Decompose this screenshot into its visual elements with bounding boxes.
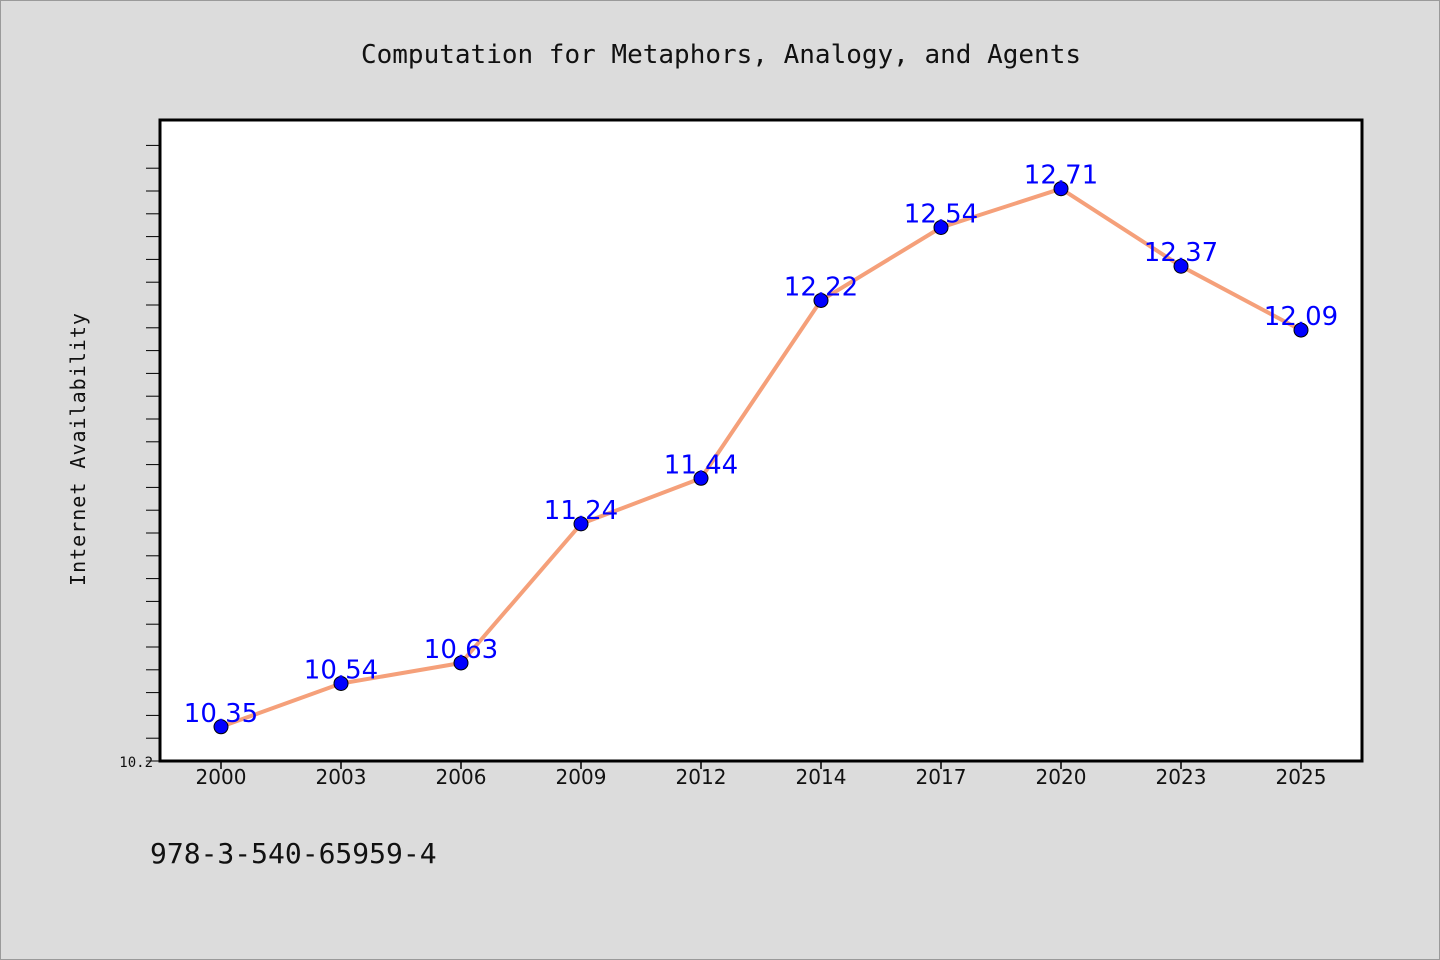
data-label: 10.54 xyxy=(304,655,378,685)
y-axis-label: Internet Availability xyxy=(66,312,90,586)
data-label: 12.54 xyxy=(904,199,978,229)
plot-area xyxy=(158,118,1364,763)
data-point-marker xyxy=(333,675,349,691)
x-tick-label: 2000 xyxy=(196,765,247,789)
data-point-marker xyxy=(1053,181,1069,197)
data-point-marker xyxy=(813,292,829,308)
footnote-isbn: 978-3-540-65959-4 xyxy=(150,837,437,870)
x-tick-label: 2020 xyxy=(1036,765,1087,789)
data-point-marker xyxy=(1173,258,1189,274)
x-tick-label: 2014 xyxy=(796,765,847,789)
data-point-marker xyxy=(933,219,949,235)
y-minor-ticks xyxy=(146,144,160,762)
data-label: 12.22 xyxy=(784,272,858,302)
x-tick-label: 2006 xyxy=(436,765,487,789)
x-tick-label: 2012 xyxy=(676,765,727,789)
data-labels: 10.35 10.54 10.63 11.24 11.44 12.22 12.54 12.71… xyxy=(184,161,1338,729)
data-label: 12.37 xyxy=(1144,238,1218,268)
x-axis-ticks: 2000 2003 2006 2009 2012 2014 2017 2020 2023 2025 xyxy=(196,761,1327,789)
data-label: 12.71 xyxy=(1024,161,1098,191)
series-line xyxy=(220,186,1302,729)
data-point-marker xyxy=(213,719,229,735)
x-tick-label: 2003 xyxy=(316,765,367,789)
x-tick-label: 2025 xyxy=(1276,765,1327,789)
data-label: 10.63 xyxy=(424,635,498,665)
data-point-marker xyxy=(573,516,589,532)
data-point-marker xyxy=(453,655,469,671)
data-point-marker xyxy=(693,470,709,486)
data-label: 11.44 xyxy=(664,450,738,480)
x-tick-label: 2017 xyxy=(916,765,967,789)
data-label: 12.09 xyxy=(1264,302,1338,332)
data-markers xyxy=(213,181,1309,735)
chart-title: Computation for Metaphors, Analogy, and … xyxy=(361,40,1081,70)
data-label: 11.24 xyxy=(544,496,618,526)
x-tick-label: 2009 xyxy=(556,765,607,789)
y-tick-label-min: 10.2 xyxy=(119,755,153,771)
data-point-marker xyxy=(1293,322,1309,338)
x-tick-label: 2023 xyxy=(1156,765,1207,789)
data-label: 10.35 xyxy=(184,699,258,729)
